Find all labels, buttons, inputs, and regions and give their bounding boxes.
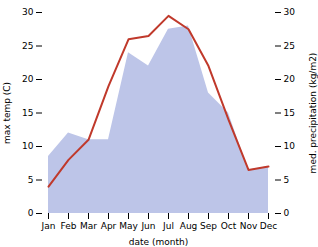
svg-text:Feb: Feb xyxy=(61,221,77,231)
svg-text:Jan: Jan xyxy=(41,221,56,231)
svg-text:date (month): date (month) xyxy=(129,237,188,247)
svg-text:Jul: Jul xyxy=(162,221,174,231)
svg-text:Mar: Mar xyxy=(80,221,97,231)
svg-text:Dec: Dec xyxy=(260,221,277,231)
svg-text:15: 15 xyxy=(284,108,295,118)
svg-text:5: 5 xyxy=(284,175,290,185)
svg-text:Jun: Jun xyxy=(140,221,155,231)
svg-text:med. precipitation (kg/m2): med. precipitation (kg/m2) xyxy=(308,53,318,174)
svg-text:max temp (C): max temp (C) xyxy=(2,82,12,144)
svg-text:5: 5 xyxy=(28,175,34,185)
svg-text:0: 0 xyxy=(284,208,290,218)
svg-text:10: 10 xyxy=(284,141,296,151)
svg-text:Oct: Oct xyxy=(221,221,237,231)
svg-text:30: 30 xyxy=(284,7,296,17)
svg-text:Aug: Aug xyxy=(180,221,198,231)
svg-text:20: 20 xyxy=(22,74,34,84)
svg-text:Sep: Sep xyxy=(200,221,217,231)
svg-text:20: 20 xyxy=(284,74,296,84)
svg-text:10: 10 xyxy=(22,141,34,151)
svg-text:May: May xyxy=(119,221,138,231)
svg-text:Apr: Apr xyxy=(101,221,117,231)
svg-text:Nov: Nov xyxy=(240,221,258,231)
svg-text:25: 25 xyxy=(22,41,33,51)
svg-text:25: 25 xyxy=(284,41,295,51)
svg-text:30: 30 xyxy=(22,7,34,17)
svg-text:0: 0 xyxy=(28,208,34,218)
svg-text:15: 15 xyxy=(22,108,33,118)
